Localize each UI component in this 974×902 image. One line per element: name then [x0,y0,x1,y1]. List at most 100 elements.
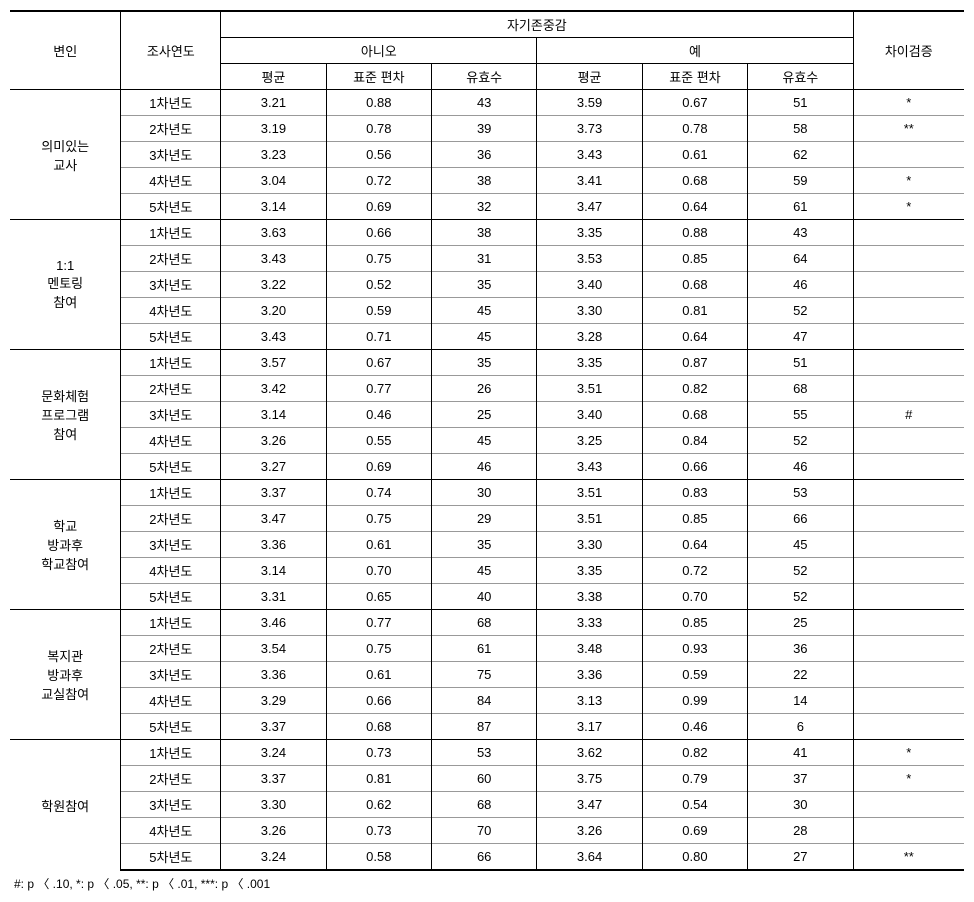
cell-yes-mean: 3.51 [537,376,642,402]
cell-no-sd: 0.75 [326,506,431,532]
cell-year: 3차년도 [121,402,221,428]
cell-no-n: 46 [432,454,537,480]
cell-yes-sd: 0.64 [642,194,747,220]
cell-yes-sd: 0.85 [642,246,747,272]
cell-no-n: 25 [432,402,537,428]
cell-no-mean: 3.37 [221,480,326,506]
cell-diff: ** [853,116,964,142]
cell-year: 4차년도 [121,688,221,714]
cell-no-mean: 3.20 [221,298,326,324]
cell-diff [853,818,964,844]
data-table: 변인 조사연도 자기존중감 차이검증 아니오 예 평균 표준 편차 유효수 평균… [10,10,964,871]
cell-yes-mean: 3.43 [537,454,642,480]
cell-diff [853,480,964,506]
cell-diff [853,584,964,610]
cell-no-mean: 3.27 [221,454,326,480]
cell-yes-sd: 0.81 [642,298,747,324]
table-row: 3차년도3.360.61353.300.6445 [10,532,964,558]
cell-no-n: 36 [432,142,537,168]
cell-no-n: 75 [432,662,537,688]
cell-yes-sd: 0.67 [642,90,747,116]
cell-no-n: 35 [432,532,537,558]
cell-yes-mean: 3.33 [537,610,642,636]
cell-no-sd: 0.73 [326,818,431,844]
cell-no-n: 32 [432,194,537,220]
cell-no-sd: 0.75 [326,636,431,662]
cell-no-sd: 0.68 [326,714,431,740]
cell-no-mean: 3.43 [221,324,326,350]
cell-diff [853,610,964,636]
cell-no-n: 38 [432,220,537,246]
cell-no-mean: 3.24 [221,844,326,871]
cell-yes-mean: 3.48 [537,636,642,662]
cell-diff [853,506,964,532]
cell-no-sd: 0.55 [326,428,431,454]
table-row: 4차년도3.140.70453.350.7252 [10,558,964,584]
cell-no-sd: 0.66 [326,688,431,714]
cell-no-mean: 3.22 [221,272,326,298]
table-row: 5차년도3.370.68873.170.466 [10,714,964,740]
cell-no-mean: 3.14 [221,558,326,584]
cell-yes-mean: 3.26 [537,818,642,844]
cell-year: 3차년도 [121,532,221,558]
table-row: 3차년도3.300.62683.470.5430 [10,792,964,818]
cell-yes-mean: 3.51 [537,506,642,532]
table-row: 의미있는교사1차년도3.210.88433.590.6751* [10,90,964,116]
cell-year: 2차년도 [121,506,221,532]
cell-yes-n: 14 [748,688,853,714]
cell-yes-mean: 3.47 [537,194,642,220]
cell-yes-mean: 3.62 [537,740,642,766]
cell-yes-sd: 0.79 [642,766,747,792]
cell-no-sd: 0.52 [326,272,431,298]
cell-yes-mean: 3.75 [537,766,642,792]
cell-yes-sd: 0.69 [642,818,747,844]
cell-no-mean: 3.31 [221,584,326,610]
cell-yes-sd: 0.70 [642,584,747,610]
cell-yes-n: 59 [748,168,853,194]
cell-yes-mean: 3.43 [537,142,642,168]
cell-no-n: 68 [432,792,537,818]
cell-yes-n: 47 [748,324,853,350]
cell-yes-sd: 0.66 [642,454,747,480]
cell-no-sd: 0.77 [326,376,431,402]
table-row: 5차년도3.310.65403.380.7052 [10,584,964,610]
cell-diff [853,428,964,454]
cell-diff: # [853,402,964,428]
cell-yes-sd: 0.54 [642,792,747,818]
cell-no-mean: 3.21 [221,90,326,116]
cell-no-sd: 0.78 [326,116,431,142]
cell-no-mean: 3.23 [221,142,326,168]
cell-yes-sd: 0.46 [642,714,747,740]
table-header: 변인 조사연도 자기존중감 차이검증 아니오 예 평균 표준 편차 유효수 평균… [10,11,964,90]
cell-no-n: 35 [432,272,537,298]
cell-no-mean: 3.37 [221,714,326,740]
cell-year: 2차년도 [121,766,221,792]
cell-year: 1차년도 [121,740,221,766]
table-row: 4차년도3.040.72383.410.6859* [10,168,964,194]
header-year: 조사연도 [121,11,221,90]
cell-yes-sd: 0.99 [642,688,747,714]
cell-yes-n: 25 [748,610,853,636]
cell-yes-mean: 3.13 [537,688,642,714]
cell-yes-n: 46 [748,272,853,298]
cell-no-n: 30 [432,480,537,506]
cell-diff [853,688,964,714]
cell-year: 1차년도 [121,610,221,636]
cell-no-sd: 0.73 [326,740,431,766]
table-row: 2차년도3.190.78393.730.7858** [10,116,964,142]
cell-yes-mean: 3.47 [537,792,642,818]
cell-no-mean: 3.57 [221,350,326,376]
cell-diff: * [853,194,964,220]
cell-year: 5차년도 [121,454,221,480]
cell-no-sd: 0.88 [326,90,431,116]
cell-no-n: 45 [432,428,537,454]
cell-year: 2차년도 [121,246,221,272]
table-row: 4차년도3.260.55453.250.8452 [10,428,964,454]
cell-yes-mean: 3.38 [537,584,642,610]
cell-no-sd: 0.69 [326,194,431,220]
cell-yes-sd: 0.68 [642,272,747,298]
cell-yes-n: 52 [748,428,853,454]
footnote: #: p 〈 .10, *: p 〈 .05, **: p 〈 .01, ***… [10,875,964,892]
cell-yes-n: 46 [748,454,853,480]
cell-diff [853,714,964,740]
